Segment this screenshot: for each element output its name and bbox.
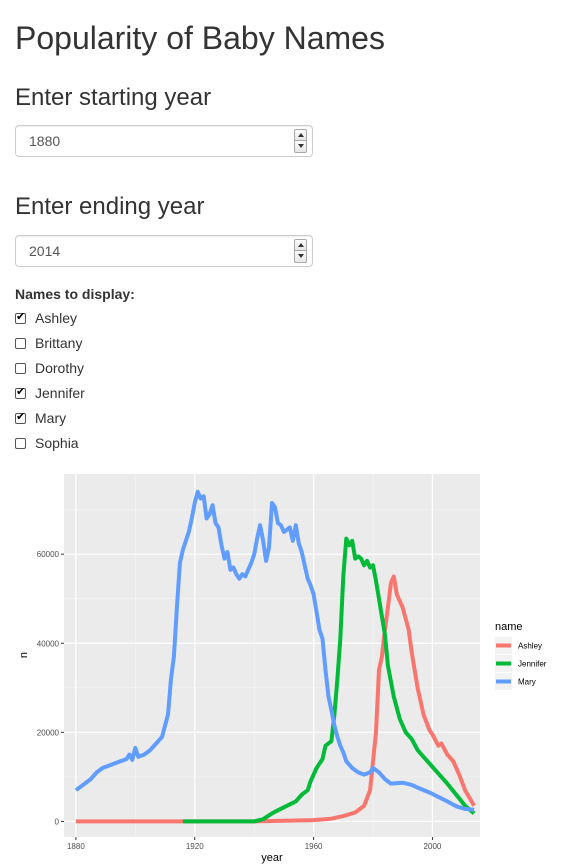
checkbox[interactable] (15, 438, 26, 449)
checkbox[interactable]: ✔ (15, 310, 26, 324)
ending-year-spinner[interactable] (294, 239, 307, 263)
legend-label: Mary (518, 678, 536, 687)
legend-label: Ashley (518, 642, 542, 651)
x-axis-label: year (261, 852, 283, 864)
decrement-button[interactable] (294, 251, 307, 263)
y-tick-label: 60000 (37, 550, 60, 559)
starting-year-spinner[interactable] (294, 129, 307, 153)
decrement-button[interactable] (294, 141, 307, 153)
arrow-up-icon (298, 133, 304, 137)
series-lines (74, 489, 476, 824)
increment-button[interactable] (294, 129, 307, 141)
arrow-down-icon (298, 254, 304, 258)
checkbox[interactable] (15, 338, 26, 349)
arrow-down-icon (298, 144, 304, 148)
ending-year-value: 2014 (29, 243, 61, 259)
x-tick-label: 1920 (186, 842, 204, 851)
y-tick-label: 0 (55, 817, 60, 826)
y-tick-label: 40000 (37, 639, 60, 648)
x-tick-label: 1880 (67, 842, 85, 851)
ending-year-input[interactable]: 2014 (15, 235, 313, 267)
arrow-up-icon (298, 243, 304, 247)
checkmark-icon: ✔ (16, 410, 26, 423)
ending-year-heading: Enter ending year (15, 193, 205, 220)
starting-year-input[interactable]: 1880 (15, 125, 313, 157)
page-title: Popularity of Baby Names (15, 20, 385, 56)
starting-year-value: 1880 (29, 133, 61, 149)
legend: name Ashley Jennifer Mary (495, 621, 547, 690)
y-tick-label: 20000 (37, 728, 60, 737)
checkbox-label: Ashley (35, 310, 78, 326)
x-tick-label: 2000 (424, 842, 442, 851)
checkbox-label: Jennifer (35, 385, 85, 401)
legend-label: Jennifer (518, 660, 547, 669)
series-line-ashley (75, 574, 476, 824)
checkbox[interactable]: ✔ (15, 410, 26, 424)
x-tick-label: 1960 (305, 842, 323, 851)
checkbox-label: Mary (35, 410, 67, 426)
checkbox-label: Sophia (35, 435, 79, 451)
increment-button[interactable] (294, 239, 307, 251)
legend-items: Ashley Jennifer Mary (495, 637, 547, 690)
checkmark-icon: ✔ (16, 310, 26, 323)
checkbox[interactable]: ✔ (15, 385, 26, 399)
checkmark-icon: ✔ (16, 385, 26, 398)
series-line-mary (74, 489, 475, 812)
checkbox-label: Brittany (35, 335, 83, 351)
starting-year-heading: Enter starting year (15, 84, 212, 111)
checkbox-label: Dorothy (35, 360, 85, 376)
legend-title: name (495, 621, 523, 633)
y-axis-label: n (18, 652, 30, 658)
names-to-display-label: Names to display: (15, 286, 135, 302)
series-line-jennifer (182, 536, 476, 824)
checkbox[interactable] (15, 363, 26, 374)
